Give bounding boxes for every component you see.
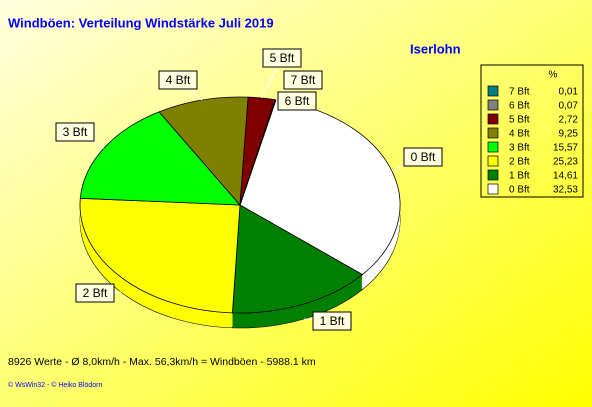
legend-value: 25,23 [553, 157, 578, 168]
slice-label: 3 Bft [63, 125, 88, 139]
label-box [277, 91, 317, 111]
legend-value: 2,72 [559, 115, 579, 126]
legend-swatch [487, 155, 499, 167]
slice-label: 2 Bft [83, 286, 108, 300]
legend-swatch [487, 85, 499, 97]
slice [231, 204, 364, 314]
slice-label: 4 Bft [166, 73, 191, 87]
legend-label: 0 Bft [509, 185, 530, 196]
slice-label: 0 Bft [411, 150, 436, 164]
location: Iserlohn [410, 41, 461, 56]
legend-value: 0,07 [559, 101, 579, 112]
legend-label: 3 Bft [509, 143, 530, 154]
slice-label: 1 Bft [320, 314, 345, 328]
slice-label: 6 Bft [285, 94, 310, 108]
legend-label: 1 Bft [509, 171, 530, 182]
legend-label: 7 Bft [509, 87, 530, 98]
legend-swatch [487, 141, 499, 153]
slice-label: 7 Bft [291, 73, 316, 87]
legend-value: 14,61 [553, 171, 578, 182]
legend-title: % [549, 70, 558, 81]
label-box [75, 283, 115, 303]
legend-label: 4 Bft [509, 129, 530, 140]
legend-box [480, 64, 584, 198]
slice-label: 5 Bft [270, 51, 295, 65]
legend-value: 0,01 [559, 87, 579, 98]
legend-label: 2 Bft [509, 157, 530, 168]
label-box [158, 70, 198, 90]
legend-value: 32,53 [553, 185, 578, 196]
legend-swatch [487, 127, 499, 139]
legend-swatch [487, 183, 499, 195]
slice [79, 111, 241, 206]
label-box [283, 70, 323, 90]
footer-stats: 8926 Werte - Ø 8,0km/h - Max. 56,3km/h =… [8, 356, 316, 368]
slice [79, 197, 241, 314]
legend-value: 15,57 [553, 143, 578, 154]
label-box [262, 48, 302, 68]
legend-swatch [487, 113, 499, 125]
legend-swatch [487, 99, 499, 111]
legend-label: 6 Bft [509, 101, 530, 112]
footer-credit: © WsWin32 - © Heiko Blödorn [8, 381, 102, 389]
label-box [403, 147, 443, 167]
legend-swatch [487, 169, 499, 181]
slice [158, 96, 249, 206]
legend-value: 9,25 [559, 129, 579, 140]
label-box [312, 311, 352, 331]
chart-title: Windböen: Verteilung Windstärke Juli 201… [8, 15, 274, 30]
legend-label: 5 Bft [509, 115, 530, 126]
label-box [55, 122, 95, 142]
